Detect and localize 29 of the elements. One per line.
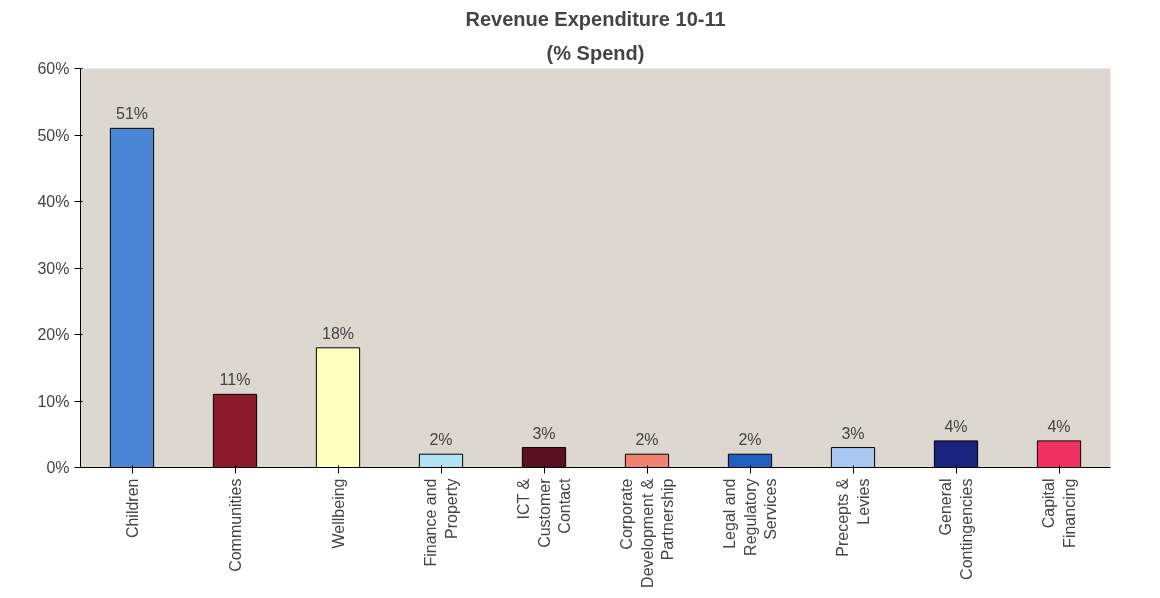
data-label: 11%	[219, 371, 251, 389]
data-label: 2%	[429, 431, 453, 449]
chart-subtitle: (% Spend)	[546, 41, 645, 64]
x-tick-label: Communities	[226, 478, 244, 572]
data-label: 51%	[115, 105, 149, 123]
x-tick-label: Finance and Property	[422, 478, 460, 567]
x-tick-label: Wellbeing	[329, 478, 347, 549]
data-label: 3%	[841, 424, 865, 442]
data-label: 2%	[738, 431, 762, 449]
y-tick-label: 0%	[46, 459, 70, 476]
data-label: 4%	[1047, 417, 1071, 435]
x-tick-label: Legal and Regulatory Services	[721, 478, 779, 556]
x-tick-label: Precepts & Levies	[834, 478, 872, 557]
x-tick-label: General Contingencies	[937, 478, 975, 580]
data-label: 4%	[944, 417, 968, 435]
y-tick-label: 30%	[37, 259, 70, 277]
chart-title: Revenue Expenditure 10-11	[465, 7, 726, 30]
x-tick-label: Corporate Development & Partnership	[618, 478, 676, 588]
data-label: 18%	[321, 324, 355, 342]
y-tick-label: 40%	[37, 193, 70, 210]
x-tick-label: ICT & Customer Contact	[515, 477, 573, 548]
y-tick-label: 50%	[37, 126, 70, 144]
y-tick-label: 60%	[37, 60, 70, 77]
y-tick-label: 20%	[37, 326, 70, 343]
y-tick-label: 10%	[37, 392, 70, 410]
data-label: 3%	[532, 424, 556, 442]
x-tick-label: Capital Financing	[1040, 478, 1078, 548]
data-label: 2%	[635, 431, 659, 449]
x-tick-label: Children	[123, 478, 141, 539]
